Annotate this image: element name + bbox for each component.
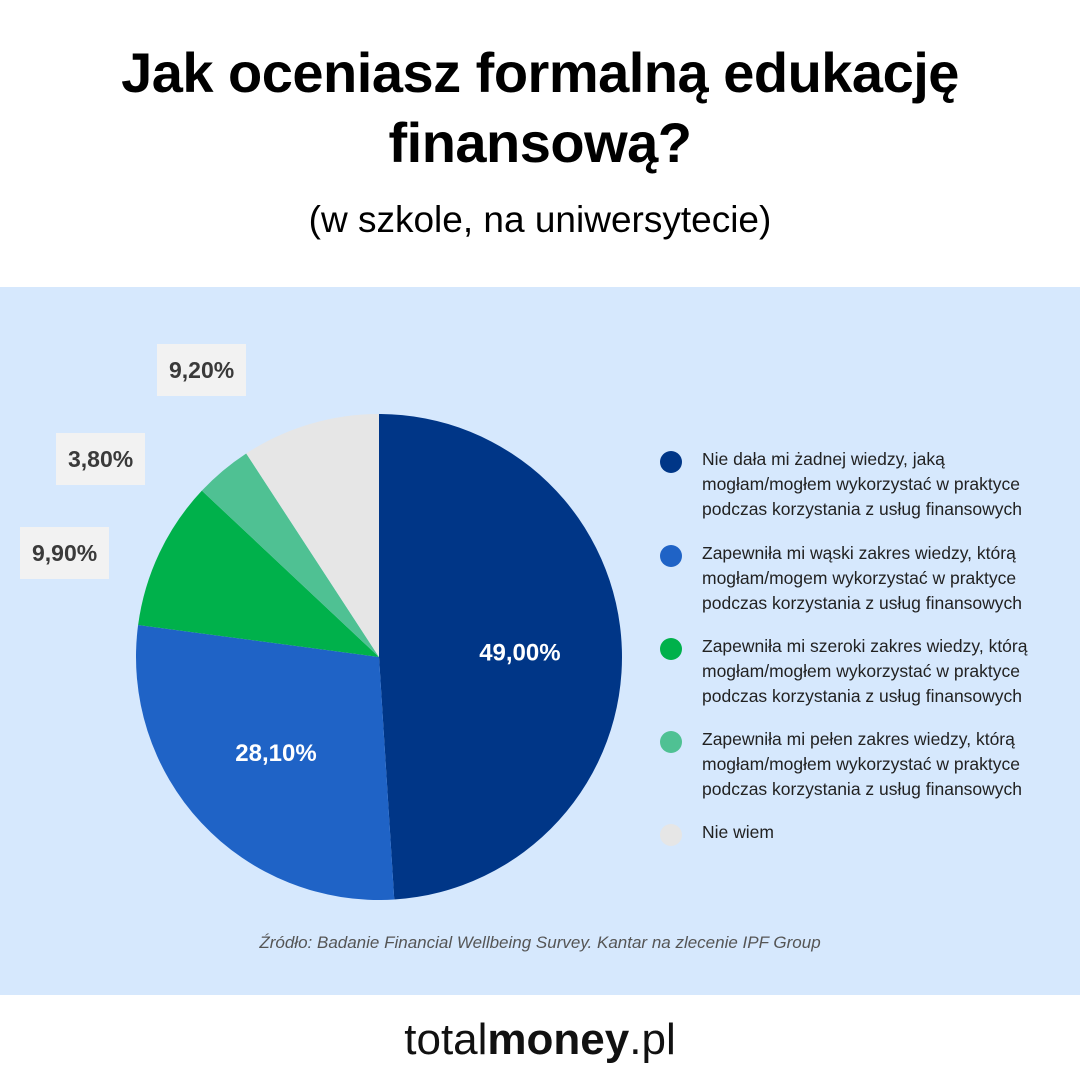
legend-swatch [660,451,682,473]
brand-prefix: total [404,1015,488,1064]
legend-label-line: mogłam/mogłem wykorzystać w praktyce [702,474,1020,494]
pie-slice-dont-know [246,414,379,657]
legend-label-line: podczas korzystania z usług finansowych [702,593,1023,613]
pie-inner-labels: 49,00% 28,10% [235,640,560,768]
legend-label-line: podczas korzystania z usług finansowych [702,499,1023,519]
legend-swatch [660,545,682,567]
pie-slice-broad [138,490,379,657]
pie-slice-full [201,453,379,657]
legend-label-line: mogłam/mogem wykorzystać w praktyce [702,568,1017,588]
pie-slices [135,414,622,900]
source-note: Źródło: Badanie Financial Wellbeing Surv… [259,933,821,952]
legend-label: Nie wiem [702,820,1062,845]
pie-chart: 49,00% 28,10% [0,287,1080,995]
legend-swatch [660,731,682,753]
chart-panel: 49,00% 28,10% 9,90% 3,80% 9,20% Nie dała mi… [0,287,1080,995]
pie-label-full: 3,80% [56,433,146,485]
legend-label-line: mogłam/mogłem wykorzystać w praktyce [702,661,1020,681]
pie-label-dont-know: 9,20% [157,344,247,396]
legend-label-line: podczas korzystania z usług finansowych [702,686,1023,706]
legend-swatch [660,824,682,846]
page-title: Jak oceniasz formalną edukację finansową… [0,38,1080,178]
pie-slice-none [379,414,622,900]
pie-label-broad: 9,90% [20,527,110,579]
title-line-2: finansową? [388,111,692,174]
brand-suffix: .pl [629,1015,676,1064]
legend-swatch [660,638,682,660]
brand-bold: money [487,1015,630,1064]
brand-logo[interactable]: totalmoney.pl [0,1012,1080,1068]
legend-label-line: Nie dała mi żadnej wiedzy, jaką [702,449,945,469]
legend-label-line: mogłam/mogłem wykorzystać w praktyce [702,754,1020,774]
legend-label: Zapewniła mi wąski zakres wiedzy, którą m… [702,541,1062,616]
pie-label-none: 49,00% [479,640,560,667]
legend-label-line: Zapewniła mi wąski zakres wiedzy, którą [702,543,1016,563]
legend-label-line: podczas korzystania z usług finansowych [702,779,1023,799]
legend-label-line: Zapewniła mi szeroki zakres wiedzy, któr… [702,636,1028,656]
legend-label: Nie dała mi żadnej wiedzy, jaką mogłam/mo… [702,447,1062,522]
page-subtitle: (w szkole, na uniwersytecie) [308,199,772,240]
legend-label: Zapewniła mi pełen zakres wiedzy, którą m… [702,727,1062,802]
pie-slice-narrow [135,625,395,900]
legend-label-line: Nie wiem [702,822,774,842]
legend-label-line: Zapewniła mi pełen zakres wiedzy, którą [702,729,1015,749]
pie-label-narrow: 28,10% [235,740,316,767]
title-line-1: Jak oceniasz formalną edukację [121,41,959,104]
legend-label: Zapewniła mi szeroki zakres wiedzy, któr… [702,634,1062,709]
